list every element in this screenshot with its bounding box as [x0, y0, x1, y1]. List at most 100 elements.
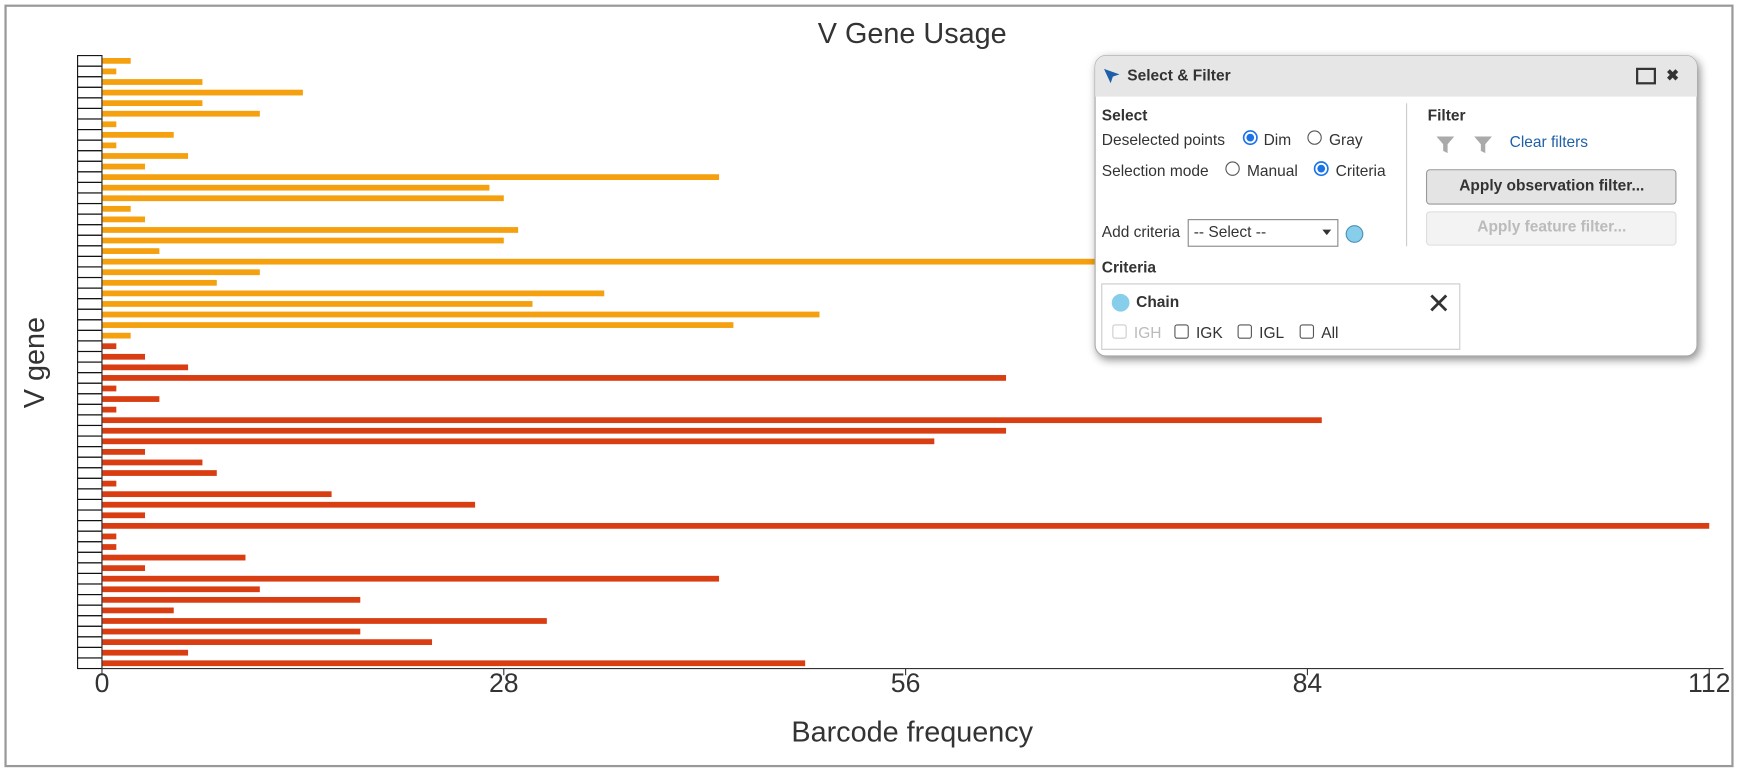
bar	[101, 470, 217, 476]
x-tick-label: 84	[1293, 668, 1323, 698]
bar	[101, 142, 117, 149]
bar	[101, 607, 174, 614]
bar	[101, 353, 146, 360]
bar	[101, 459, 203, 466]
x-axis-label: Barcode frequency	[791, 717, 1033, 749]
clear-filter-icon[interactable]	[1474, 136, 1492, 154]
bar	[101, 533, 117, 540]
bar	[101, 153, 189, 159]
criteria-card	[1101, 283, 1461, 350]
x-tick-label: 56	[891, 668, 921, 698]
mode-label: Selection mode	[1102, 163, 1209, 180]
panel-title: Select & Filter	[1127, 68, 1230, 85]
bar	[101, 501, 476, 508]
bar	[101, 322, 734, 328]
chain-checkbox[interactable]	[1174, 324, 1189, 339]
bar	[101, 163, 146, 170]
bar	[101, 79, 203, 85]
bar	[101, 649, 189, 656]
remove-criteria[interactable]: ✕	[1427, 289, 1451, 321]
bar	[101, 618, 547, 624]
chain-label: Chain	[1136, 294, 1179, 311]
radio-label: Dim	[1264, 132, 1292, 149]
dropdown-arrow	[1322, 229, 1332, 236]
bar	[101, 195, 504, 202]
x-tick-label: 28	[489, 668, 519, 698]
add-criteria-label: Add criteria	[1102, 224, 1181, 241]
dock-button[interactable]	[1636, 67, 1656, 85]
bar	[101, 279, 217, 286]
bar	[101, 639, 433, 645]
chain-option-label: IGK	[1196, 325, 1223, 342]
filter-icon[interactable]	[1436, 136, 1455, 154]
bar	[101, 522, 1710, 529]
bar	[101, 89, 303, 96]
bar	[101, 227, 519, 233]
bar	[101, 575, 720, 582]
bar	[101, 343, 117, 350]
select-heading: Select	[1102, 108, 1148, 125]
bar	[101, 596, 361, 603]
bar	[101, 269, 260, 276]
bar	[101, 332, 131, 339]
bar	[101, 586, 260, 593]
chain-option-label: All	[1321, 325, 1338, 342]
x-tick-label: 112	[1688, 668, 1730, 698]
criteria-heading: Criteria	[1102, 259, 1157, 276]
bar	[101, 131, 174, 138]
bar	[101, 491, 332, 498]
bar	[101, 438, 935, 445]
observation-filter-button[interactable]	[1425, 169, 1677, 205]
bar	[101, 406, 117, 413]
radio-gray[interactable]	[1307, 130, 1322, 145]
color-dot[interactable]	[1345, 225, 1364, 243]
radio-label: Criteria	[1336, 163, 1386, 180]
bar	[101, 100, 203, 107]
bar	[101, 512, 146, 519]
clear-filters-link[interactable]: Clear filters	[1510, 134, 1589, 151]
bar	[101, 628, 361, 635]
bar	[101, 427, 1007, 434]
bar	[101, 237, 504, 244]
bar	[101, 110, 260, 117]
bar	[101, 544, 117, 550]
chain-checkbox[interactable]	[1237, 324, 1252, 339]
bar	[101, 565, 146, 572]
radio-dot	[1317, 164, 1326, 173]
y-axis-label: V gene	[19, 317, 51, 408]
chain-checkbox	[1112, 324, 1127, 339]
deselected-label: Deselected points	[1102, 132, 1225, 149]
bar	[101, 174, 720, 180]
bar	[101, 248, 160, 254]
bar	[101, 449, 146, 455]
chain-options: IGH IGK IGL All	[1112, 324, 1338, 342]
chart-title: V Gene Usage	[818, 18, 1007, 50]
filter-heading: Filter	[1428, 108, 1466, 125]
radio-dot	[1246, 133, 1255, 142]
bar	[101, 301, 533, 307]
pointer-icon	[1103, 68, 1120, 84]
criteria-dropdown[interactable]	[1187, 219, 1339, 247]
dropdown-text: -- Select --	[1194, 224, 1266, 241]
bar	[101, 554, 246, 561]
bar	[101, 480, 117, 487]
bar	[101, 216, 146, 223]
bar	[101, 205, 131, 212]
radio-manual[interactable]	[1225, 161, 1240, 176]
bar	[101, 121, 117, 128]
chain-checkbox[interactable]	[1299, 324, 1315, 339]
bar	[101, 68, 117, 75]
plot: 0 28 56 84 112	[77, 55, 1730, 698]
bar	[101, 660, 806, 667]
close-button[interactable]: ✖	[1666, 68, 1679, 85]
bar	[101, 396, 160, 402]
feature-filter-button[interactable]	[1425, 211, 1677, 246]
bar	[101, 417, 1322, 424]
chain-option-label: IGL	[1259, 325, 1284, 342]
select-filter-panel: Select & Filter ✖ Select Deselected poin…	[1094, 55, 1698, 357]
chain-dot	[1111, 293, 1130, 312]
radio-label: Gray	[1329, 132, 1363, 149]
bar	[101, 364, 189, 371]
panel-header	[1095, 55, 1697, 97]
